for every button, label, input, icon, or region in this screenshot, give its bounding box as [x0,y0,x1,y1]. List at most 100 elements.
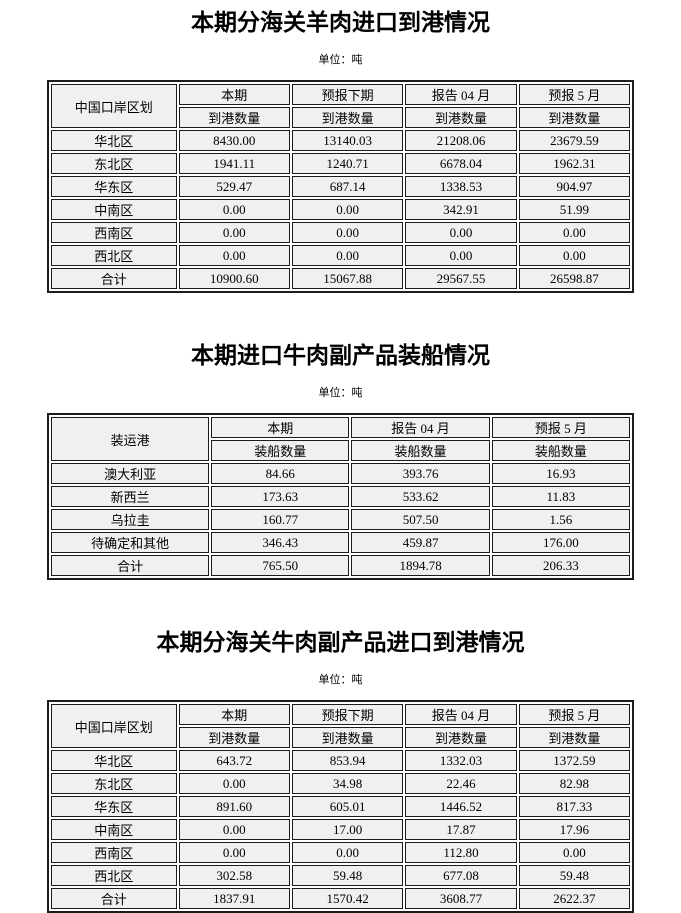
value-cell: 82.98 [518,773,630,794]
value-cell: 51.99 [518,199,630,220]
table-body: 华北区 8430.00 13140.03 21208.06 23679.59 东北区 194… [51,130,630,289]
row-header-label: 中国口岸区划 [51,704,177,748]
col-sub-header: 到港数量 [405,727,517,748]
value-cell: 160.77 [211,509,350,530]
col-sub-header: 到港数量 [291,107,404,128]
col-group-header: 预报下期 [291,704,404,725]
value-cell: 0.00 [291,842,404,863]
col-sub-header: 到港数量 [178,107,290,128]
value-cell: 817.33 [518,796,630,817]
table-row: 西南区 0.00 0.00 0.00 0.00 [51,222,630,243]
value-cell: 0.00 [291,199,404,220]
value-cell: 34.98 [291,773,404,794]
value-cell: 891.60 [178,796,290,817]
value-cell: 0.00 [291,222,404,243]
value-cell: 1446.52 [405,796,517,817]
value-cell: 1332.03 [405,750,517,771]
row-label: 华北区 [51,750,177,771]
unit-label: 单位：吨 [318,674,363,686]
table-head: 中国口岸区划 本期 预报下期 报告 04 月预报 5 月到港数量 到港数量 到港数量 到港数… [51,704,630,748]
table-row: 待确定和其他 346.43 459.87 176.00 [51,532,630,553]
col-sub-header: 到港数量 [405,107,517,128]
row-label: 待确定和其他 [51,532,210,553]
col-sub-header: 到港数量 [518,727,630,748]
value-cell: 1941.11 [178,153,290,174]
table-row: 中南区 0.00 0.00 342.91 51.99 [51,199,630,220]
col-sub-header: 装船数量 [211,440,350,461]
row-header-label: 中国口岸区划 [51,84,177,128]
row-label: 合计 [51,555,210,576]
table-row: 东北区 1941.11 1240.71 6678.04 1962.31 [51,153,630,174]
value-cell: 3608.77 [405,888,517,909]
value-cell: 0.00 [518,842,630,863]
row-label: 澳大利亚 [51,463,210,484]
value-cell: 17.96 [518,819,630,840]
table-row: 合计 1837.91 1570.42 3608.77 2622.37 [51,888,630,909]
value-cell: 17.00 [291,819,404,840]
report-section: 本期分海关羊肉进口到港情况 单位：吨 中国口岸区划 本期 预报下期 报告 04 月预报… [0,6,681,293]
row-header-label: 装运港 [51,417,210,461]
value-cell: 15067.88 [291,268,404,289]
row-label: 西南区 [51,842,177,863]
value-cell: 459.87 [351,532,490,553]
row-label: 中南区 [51,199,177,220]
document-body: 本期分海关羊肉进口到港情况 单位：吨 中国口岸区划 本期 预报下期 报告 04 月预报… [0,6,681,913]
value-cell: 643.72 [178,750,290,771]
report-table: 中国口岸区划 本期 预报下期 报告 04 月预报 5 月到港数量 到港数量 到港数量 到港数… [47,700,634,913]
value-cell: 1372.59 [518,750,630,771]
value-cell: 1837.91 [178,888,290,909]
table-row: 西南区 0.00 0.00 112.80 0.00 [51,842,630,863]
value-cell: 21208.06 [405,130,517,151]
col-sub-header: 到港数量 [291,727,404,748]
header-row: 装运港 本期 报告 04 月预报 5 月 [51,417,630,461]
value-cell: 1570.42 [291,888,404,909]
report-section: 本期分海关牛肉副产品进口到港情况 单位：吨 中国口岸区划 本期 预报下期 报告 04 … [0,626,681,913]
value-cell: 26598.87 [518,268,630,289]
value-cell: 765.50 [211,555,350,576]
value-cell: 0.00 [178,773,290,794]
row-label: 乌拉圭 [51,509,210,530]
value-cell: 0.00 [405,222,517,243]
value-cell: 302.58 [178,865,290,886]
unit-label: 单位：吨 [318,387,363,399]
section-title: 本期分海关牛肉副产品进口到港情况 [156,630,525,655]
value-cell: 206.33 [491,555,630,576]
header-row: 中国口岸区划 本期 预报下期 报告 04 月预报 5 月 [51,704,630,748]
table-body: 华北区 643.72 853.94 1332.03 1372.59 东北区 0.00 34.9… [51,750,630,909]
value-cell: 59.48 [518,865,630,886]
value-cell: 677.08 [405,865,517,886]
row-label: 东北区 [51,153,177,174]
value-cell: 1894.78 [351,555,490,576]
report-section: 本期进口牛肉副产品装船情况 单位：吨 装运港 本期 报告 04 月预报 5 月装船数… [0,339,681,580]
table-row: 澳大利亚 84.66 393.76 16.93 [51,463,630,484]
value-cell: 1.56 [491,509,630,530]
table-row: 华东区 529.47 687.14 1338.53 904.97 [51,176,630,197]
value-cell: 346.43 [211,532,350,553]
table-row: 华北区 8430.00 13140.03 21208.06 23679.59 [51,130,630,151]
value-cell: 0.00 [178,245,290,266]
report-table: 中国口岸区划 本期 预报下期 报告 04 月预报 5 月到港数量 到港数量 到港数量 到港数… [47,80,634,293]
col-group-header: 报告 04 月 [351,417,490,438]
unit-label: 单位：吨 [318,54,363,66]
value-cell: 6678.04 [405,153,517,174]
section-title: 本期进口牛肉副产品装船情况 [191,343,490,368]
col-group-header: 报告 04 月 [405,704,517,725]
value-cell: 853.94 [291,750,404,771]
row-label: 华东区 [51,176,177,197]
table-row: 东北区 0.00 34.98 22.46 82.98 [51,773,630,794]
table-row: 华北区 643.72 853.94 1332.03 1372.59 [51,750,630,771]
sub-header-row: 到港数量 到港数量 到港数量 到港数量 [51,727,630,748]
value-cell: 13140.03 [291,130,404,151]
table-row: 中南区 0.00 17.00 17.87 17.96 [51,819,630,840]
sub-header-row: 装船数量 装船数量 装船数量 [51,440,630,461]
value-cell: 1240.71 [291,153,404,174]
section-title: 本期分海关羊肉进口到港情况 [191,10,490,35]
value-cell: 8430.00 [178,130,290,151]
value-cell: 22.46 [405,773,517,794]
row-label: 新西兰 [51,486,210,507]
document-page: 本期分海关羊肉进口到港情况 单位：吨 中国口岸区划 本期 预报下期 报告 04 月预报… [0,6,681,913]
value-cell: 0.00 [178,842,290,863]
row-label: 合计 [51,888,177,909]
value-cell: 0.00 [178,819,290,840]
value-cell: 176.00 [491,532,630,553]
